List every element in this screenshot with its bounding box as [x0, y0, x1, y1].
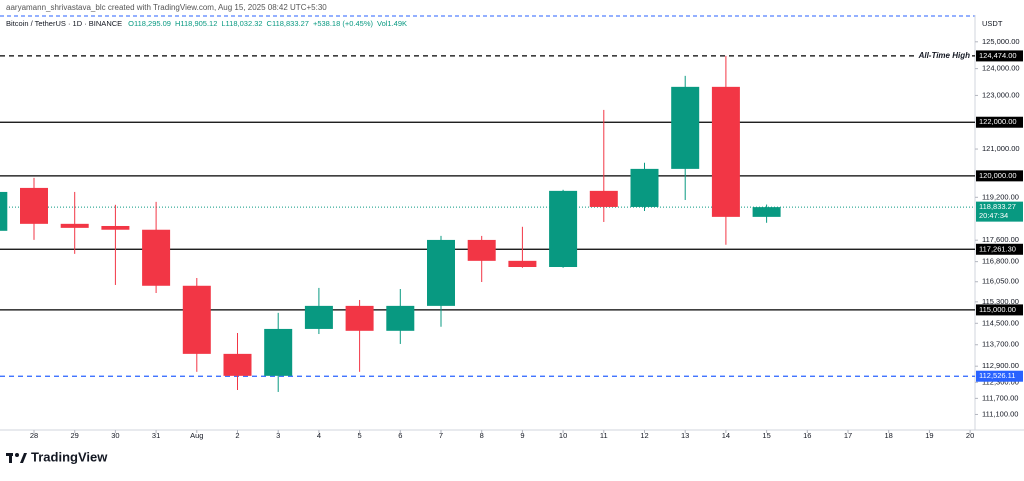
x-tick-label: 12	[640, 431, 648, 440]
x-tick-label: 5	[358, 431, 362, 440]
x-tick-label: 2	[235, 431, 239, 440]
x-tick-label: 20	[966, 431, 974, 440]
legend-value: L118,032.32	[221, 19, 262, 28]
candle-body	[101, 225, 130, 230]
x-tick-label: 8	[480, 431, 484, 440]
x-tick-label: 7	[439, 431, 443, 440]
level-label-box	[976, 170, 1023, 182]
level-label: 115,000.00	[979, 305, 1016, 314]
y-tick-label: 113,700.00	[982, 340, 1019, 349]
legend-value: Vol1.49K	[377, 19, 407, 28]
candle-body	[142, 229, 171, 286]
level-label: 112,526.11	[979, 371, 1015, 380]
candle-body	[182, 285, 211, 354]
x-tick-label: 30	[111, 431, 119, 440]
logo: TradingView	[6, 449, 108, 464]
x-tick-label: 17	[844, 431, 852, 440]
candle-body	[671, 86, 700, 169]
y-tick-label: 116,050.00	[982, 277, 1019, 286]
legend-value: C118,833.27	[267, 19, 309, 28]
level-label: 120,000.00	[979, 171, 1017, 180]
candle-body	[223, 353, 252, 376]
y-tick-label: 111,100.00	[982, 409, 1018, 418]
candle-body	[386, 305, 415, 331]
y-tick-label: 114,500.00	[982, 318, 1019, 327]
x-tick-label: 29	[71, 431, 79, 440]
x-tick-label: 6	[398, 431, 402, 440]
level-label: 122,000.00	[979, 117, 1017, 126]
candle-body	[0, 191, 8, 231]
x-tick-label: 19	[925, 431, 933, 440]
x-tick-label: 9	[520, 431, 524, 440]
symbol-title: Bitcoin / TetherUS · 1D · BINANCE	[6, 19, 122, 28]
level-annotation: All-Time High	[918, 51, 971, 60]
x-tick-label: 28	[30, 431, 38, 440]
y-tick-label: 116,800.00	[982, 257, 1019, 266]
y-tick-label: 124,000.00	[982, 64, 1020, 73]
x-tick-label: 18	[885, 431, 893, 440]
level-label-box	[976, 50, 1023, 62]
credit: aaryamann_shrivastava_blc created with T…	[6, 3, 327, 12]
candle-body	[589, 190, 618, 207]
y-tick-label: 112,300.00	[982, 377, 1019, 386]
y-tick-label: 112,900.00	[982, 361, 1019, 370]
x-tick-label: 13	[681, 431, 689, 440]
axis-unit: USDT	[982, 19, 1003, 28]
legend-value: O118,295.09	[128, 19, 171, 28]
candle-body	[60, 223, 89, 228]
level-label-box	[976, 370, 1023, 382]
x-tick-label: 11	[600, 431, 608, 440]
candle-body	[630, 168, 659, 207]
candle-body	[549, 190, 578, 268]
candle-body	[752, 207, 781, 217]
y-tick-label: 115,300.00	[982, 297, 1019, 306]
candle-body	[304, 305, 333, 329]
x-tick-label: 10	[559, 431, 567, 440]
x-tick-label: 16	[803, 431, 811, 440]
last-price-label: 118,833.27	[979, 202, 1016, 211]
level-label: 124,474.00	[979, 51, 1017, 60]
level-label-box	[976, 304, 1023, 316]
legend-value: +538.18 (+0.45%)	[313, 19, 374, 28]
y-tick-label: 119,200.00	[982, 192, 1019, 201]
y-tick-label: 111,700.00	[982, 393, 1018, 402]
level-label-box	[976, 243, 1023, 255]
x-tick-label: Aug	[190, 431, 203, 440]
logo-text: TradingView	[31, 449, 108, 464]
y-tick-label: 123,000.00	[982, 90, 1020, 99]
level-label-box	[976, 116, 1023, 128]
level-label: 117,261.30	[979, 244, 1016, 253]
x-tick-label: 4	[317, 431, 321, 440]
annotation-bg	[916, 49, 972, 62]
plot-area	[0, 49, 975, 392]
y-tick-label: 125,000.00	[982, 37, 1020, 46]
y-tick-label: 117,600.00	[982, 235, 1019, 244]
countdown: 20:47:34	[979, 211, 1008, 220]
candle-body	[427, 239, 455, 306]
candle-body	[264, 328, 293, 376]
candle-body	[711, 86, 740, 217]
candle-body	[20, 187, 48, 224]
x-tick-label: 14	[722, 431, 730, 440]
y-tick-label: 121,000.00	[982, 144, 1020, 153]
x-tick-label: 3	[276, 431, 280, 440]
last-price-box	[976, 201, 1023, 222]
candle-body	[345, 305, 374, 331]
x-tick-label: 15	[762, 431, 770, 440]
candle-body	[508, 260, 537, 268]
x-tick-label: 31	[152, 431, 160, 440]
legend-value: H118,905.12	[175, 19, 217, 28]
candle-body	[467, 239, 496, 261]
